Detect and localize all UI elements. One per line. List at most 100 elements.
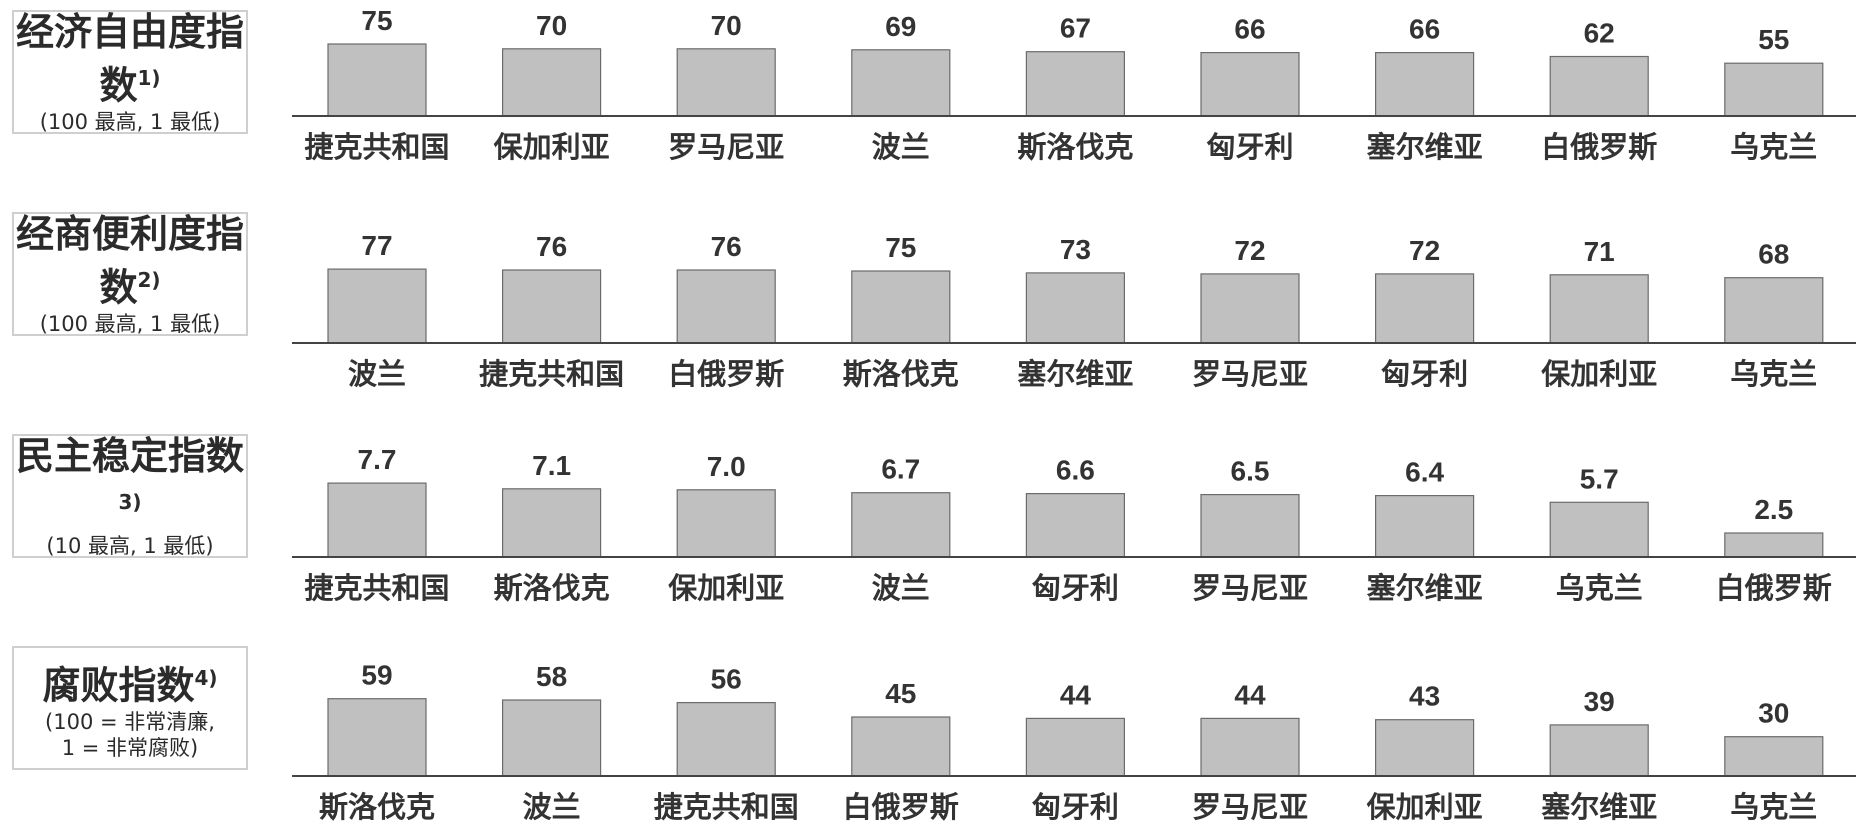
category-label: 罗马尼亚 (668, 130, 784, 164)
category-label: 捷克共和国 (479, 357, 624, 391)
data-label: 6.6 (1056, 455, 1095, 486)
bar-chart-2: 7.7 捷克共和国 7.1 斯洛伐克 7.0 保加利亚 6.7 波兰 6.6 匈牙利 6.5 罗马尼亚… (292, 444, 1856, 605)
panel-ease-of-business: 经商便利度指数2) (100 最高, 1 最低) (0, 206, 1856, 412)
bar (851, 492, 951, 558)
bar (1025, 272, 1126, 344)
bar (1374, 719, 1475, 777)
bar (1724, 532, 1824, 558)
data-label: 70 (536, 10, 567, 41)
category-label: 匈牙利 (1381, 357, 1468, 391)
data-label: 56 (711, 664, 742, 695)
bar (1200, 717, 1300, 777)
data-label: 67 (1060, 13, 1091, 44)
panel-scale-note: (100 = 非常清廉, 1 = 非常腐败) (45, 709, 215, 760)
data-label: 73 (1060, 234, 1091, 265)
data-label: 66 (1234, 14, 1265, 45)
panel-label-box: 经济自由度指数1) (100 最高, 1 最低) (12, 10, 248, 134)
panel-label-box: 民主稳定指数3) (10 最高, 1 最低) (12, 434, 248, 558)
category-label: 保加利亚 (667, 571, 784, 605)
category-label: 保加利亚 (1540, 357, 1657, 391)
data-label: 6.4 (1405, 457, 1444, 488)
bar (1374, 495, 1475, 558)
category-label: 匈牙利 (1032, 571, 1119, 605)
data-label: 43 (1409, 681, 1440, 712)
panel-label-box: 腐败指数4) (100 = 非常清廉, 1 = 非常腐败) (12, 646, 248, 770)
data-label: 76 (536, 231, 567, 262)
bar (851, 270, 951, 344)
category-label: 斯洛伐克 (843, 357, 959, 391)
category-label: 罗马尼亚 (1192, 790, 1308, 824)
category-label: 斯洛伐克 (319, 790, 435, 824)
footnote-marker: 1) (137, 66, 161, 91)
bar (676, 489, 776, 558)
bar (851, 49, 951, 117)
panel-title: 腐败指数4) (42, 663, 218, 708)
category-label: 白俄罗斯 (668, 357, 784, 391)
data-label: 39 (1584, 686, 1615, 717)
bar (1549, 274, 1649, 344)
bar (1374, 273, 1475, 344)
data-label: 58 (536, 661, 567, 692)
bar (1200, 494, 1300, 558)
bar (327, 482, 427, 558)
bar-chart-1: 77 波兰 76 捷克共和国 76 白俄罗斯 75 斯洛伐克 73 塞尔维亚 72 罗马尼亚 72 匈牙利… (292, 230, 1856, 391)
category-label: 波兰 (872, 130, 930, 164)
data-label: 71 (1584, 236, 1615, 267)
category-label: 白俄罗斯 (1716, 571, 1832, 605)
category-label: 塞尔维亚 (1017, 357, 1133, 391)
data-label: 75 (361, 5, 392, 36)
category-label: 罗马尼亚 (1192, 571, 1308, 605)
data-label: 7.0 (707, 451, 746, 482)
category-label: 保加利亚 (493, 130, 610, 164)
data-label: 77 (361, 230, 392, 261)
category-label: 塞尔维亚 (1367, 571, 1483, 605)
bar (1724, 736, 1824, 777)
panel-scale-note: (100 最高, 1 最低) (39, 311, 221, 336)
panel-title: 民主稳定指数3) (15, 434, 244, 515)
bar (327, 698, 427, 777)
category-label: 乌克兰 (1730, 790, 1817, 824)
bar (327, 43, 427, 117)
data-label: 62 (1584, 18, 1615, 49)
bar (1549, 55, 1649, 117)
data-label: 66 (1409, 14, 1440, 45)
bar (1724, 62, 1824, 117)
data-label: 45 (885, 678, 916, 709)
category-label: 匈牙利 (1206, 130, 1293, 164)
bar (1200, 51, 1300, 117)
category-label: 匈牙利 (1032, 790, 1119, 824)
category-label: 罗马尼亚 (1192, 357, 1308, 391)
bar (851, 716, 951, 777)
bar (676, 701, 776, 777)
panel-scale-note: (10 最高, 1 最低) (46, 533, 214, 558)
panel-democracy-stability: 民主稳定指数3) (10 最高, 1 最低) (0, 412, 1856, 618)
category-label: 乌克兰 (1730, 357, 1817, 391)
category-label: 塞尔维亚 (1541, 790, 1657, 824)
data-label: 59 (361, 660, 392, 691)
bar (1374, 51, 1475, 117)
bar (1025, 493, 1126, 558)
bar (1025, 51, 1126, 117)
bar (1200, 273, 1300, 344)
category-label: 白俄罗斯 (843, 790, 959, 824)
data-label: 75 (885, 232, 916, 263)
category-label: 白俄罗斯 (1541, 130, 1657, 164)
data-label: 72 (1234, 235, 1265, 266)
bar (327, 268, 427, 344)
bar (1025, 717, 1126, 777)
bar (502, 269, 602, 344)
category-label: 捷克共和国 (304, 571, 449, 605)
footnote-marker: 3) (118, 490, 142, 515)
bar-chart-3: 59 斯洛伐克 58 波兰 56 捷克共和国 45 白俄罗斯 44 匈牙利 44 罗马尼亚 43 保加利亚… (292, 660, 1856, 824)
bar (502, 699, 602, 777)
bar (1549, 501, 1649, 558)
data-label: 6.5 (1231, 456, 1270, 487)
data-label: 7.7 (358, 444, 397, 475)
data-label: 69 (885, 11, 916, 42)
category-label: 塞尔维亚 (1367, 130, 1483, 164)
category-label: 捷克共和国 (304, 130, 449, 164)
data-label: 7.1 (532, 450, 571, 481)
category-label: 波兰 (348, 357, 406, 391)
category-label: 波兰 (523, 790, 581, 824)
